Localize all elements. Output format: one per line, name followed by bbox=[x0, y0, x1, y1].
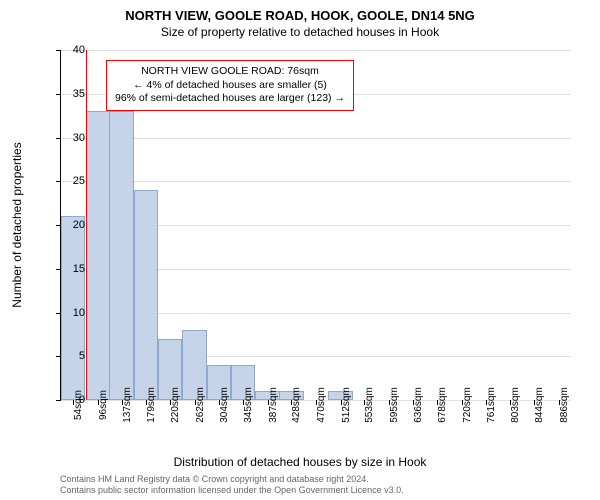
x-tick-label: 179sqm bbox=[146, 387, 157, 423]
gridline bbox=[61, 181, 571, 182]
property-size-chart: NORTH VIEW, GOOLE ROAD, HOOK, GOOLE, DN1… bbox=[0, 0, 600, 500]
y-tick-label: 25 bbox=[55, 175, 85, 187]
x-tick-label: 304sqm bbox=[219, 387, 230, 423]
x-tick-label: 345sqm bbox=[243, 387, 254, 423]
x-tick-label: 803sqm bbox=[510, 387, 521, 423]
chart-title-main: NORTH VIEW, GOOLE ROAD, HOOK, GOOLE, DN1… bbox=[0, 0, 600, 23]
annotation-line: NORTH VIEW GOOLE ROAD: 76sqm bbox=[115, 65, 345, 79]
x-tick-label: 428sqm bbox=[291, 387, 302, 423]
credit-line: Contains HM Land Registry data © Crown c… bbox=[60, 474, 404, 485]
x-tick-label: 553sqm bbox=[364, 387, 375, 423]
x-tick-label: 761sqm bbox=[486, 387, 497, 423]
y-tick-label: 30 bbox=[55, 132, 85, 144]
x-axis-label: Distribution of detached houses by size … bbox=[0, 455, 600, 469]
x-tick-label: 262sqm bbox=[195, 387, 206, 423]
y-tick-label: 0 bbox=[55, 394, 85, 406]
reference-line bbox=[86, 50, 87, 400]
credit-line: Contains public sector information licen… bbox=[60, 485, 404, 496]
x-tick-label: 137sqm bbox=[122, 387, 133, 423]
x-tick-label: 720sqm bbox=[462, 387, 473, 423]
histogram-bar bbox=[134, 190, 158, 400]
x-tick-label: 886sqm bbox=[559, 387, 570, 423]
y-tick-label: 40 bbox=[55, 44, 85, 56]
annotation-line: 96% of semi-detached houses are larger (… bbox=[115, 92, 345, 106]
x-tick-label: 470sqm bbox=[316, 387, 327, 423]
x-tick-label: 387sqm bbox=[268, 387, 279, 423]
annotation-line: ← 4% of detached houses are smaller (5) bbox=[115, 79, 345, 93]
x-tick-label: 636sqm bbox=[413, 387, 424, 423]
y-tick-label: 10 bbox=[55, 307, 85, 319]
x-tick-label: 96sqm bbox=[98, 390, 109, 420]
histogram-bar bbox=[109, 111, 133, 400]
x-tick-label: 844sqm bbox=[534, 387, 545, 423]
y-axis-label: Number of detached properties bbox=[10, 142, 24, 307]
footer-credit: Contains HM Land Registry data © Crown c… bbox=[60, 474, 404, 496]
gridline bbox=[61, 50, 571, 51]
gridline bbox=[61, 138, 571, 139]
chart-title-sub: Size of property relative to detached ho… bbox=[0, 23, 600, 39]
y-tick-label: 20 bbox=[55, 219, 85, 231]
y-tick-label: 15 bbox=[55, 263, 85, 275]
histogram-bar bbox=[86, 111, 110, 400]
y-tick-label: 5 bbox=[55, 350, 85, 362]
y-tick-label: 35 bbox=[55, 88, 85, 100]
annotation-box: NORTH VIEW GOOLE ROAD: 76sqm← 4% of deta… bbox=[106, 60, 354, 111]
x-tick-label: 678sqm bbox=[437, 387, 448, 423]
plot-area: NORTH VIEW GOOLE ROAD: 76sqm← 4% of deta… bbox=[60, 50, 571, 401]
x-tick-label: 220sqm bbox=[170, 387, 181, 423]
x-tick-label: 595sqm bbox=[389, 387, 400, 423]
x-tick-label: 512sqm bbox=[341, 387, 352, 423]
